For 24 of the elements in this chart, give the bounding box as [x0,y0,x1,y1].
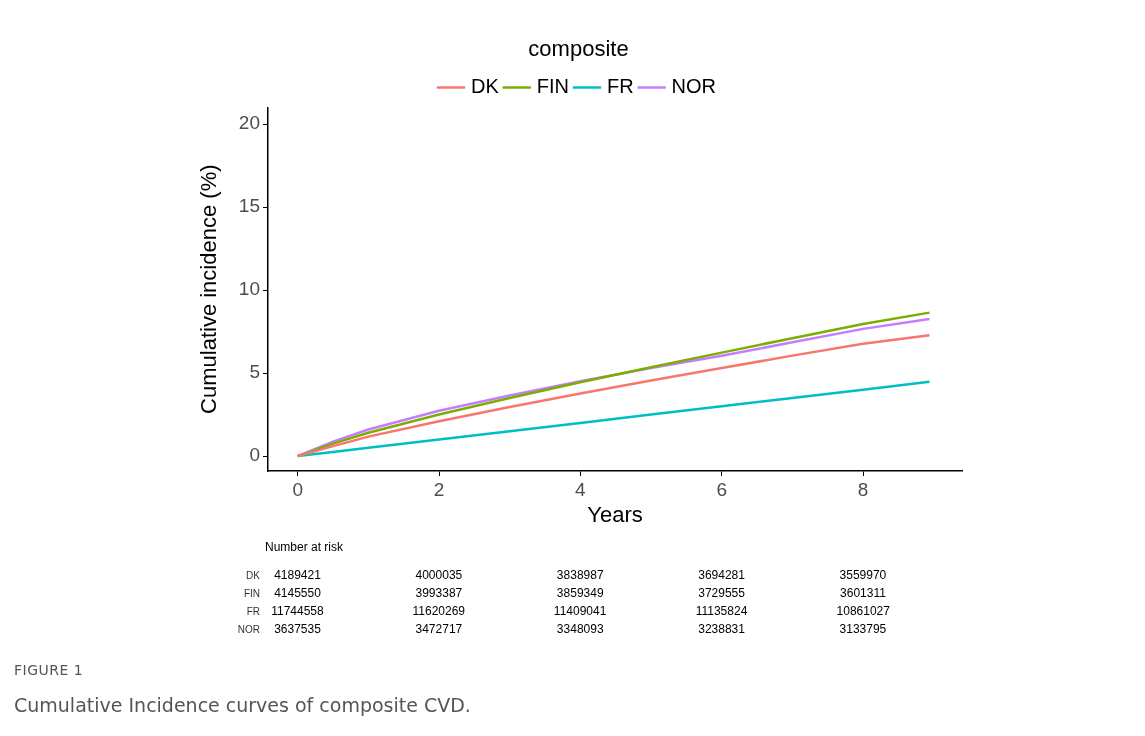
text: DK 4189421 4000035 3838987 3694281 3559970 [246,568,887,582]
text: FIN 4145550 3993387 3859349 3729555 3601311 [243,586,886,600]
y-tick-label: 0 [249,444,260,466]
x-tick-label: 8 [857,478,869,500]
x-tick-label: 0 [292,478,303,500]
x-tick-label: 2 [433,478,445,500]
y-axis-title: Cumulative incidence (%) [196,164,222,414]
caption: FIGURE 1 [14,662,84,678]
text: NOR 3637535 3472717 3348093 3238831 3133795 [237,622,887,636]
y-tick-label: 15 [238,195,260,217]
y-tick-label: 10 [238,278,260,300]
text: FR 11744558 11620269 11409041 11135824 10861027 [246,604,890,618]
legend-title: composite [528,36,629,62]
legend-label: DK [470,74,500,97]
text: Number at risk [265,540,344,554]
legend-label: FIN [536,74,569,97]
y-tick-label: 5 [249,361,260,383]
legend-label: FR [606,74,634,97]
x-tick-label: 6 [716,478,727,500]
x-tick-label: 4 [575,478,587,500]
legend-label: NOR [671,74,717,97]
x-axis-title: Years [587,501,643,527]
y-tick-label: 20 [238,112,260,134]
text: Cumulative Incidence curves of composite CVD. [14,694,471,716]
